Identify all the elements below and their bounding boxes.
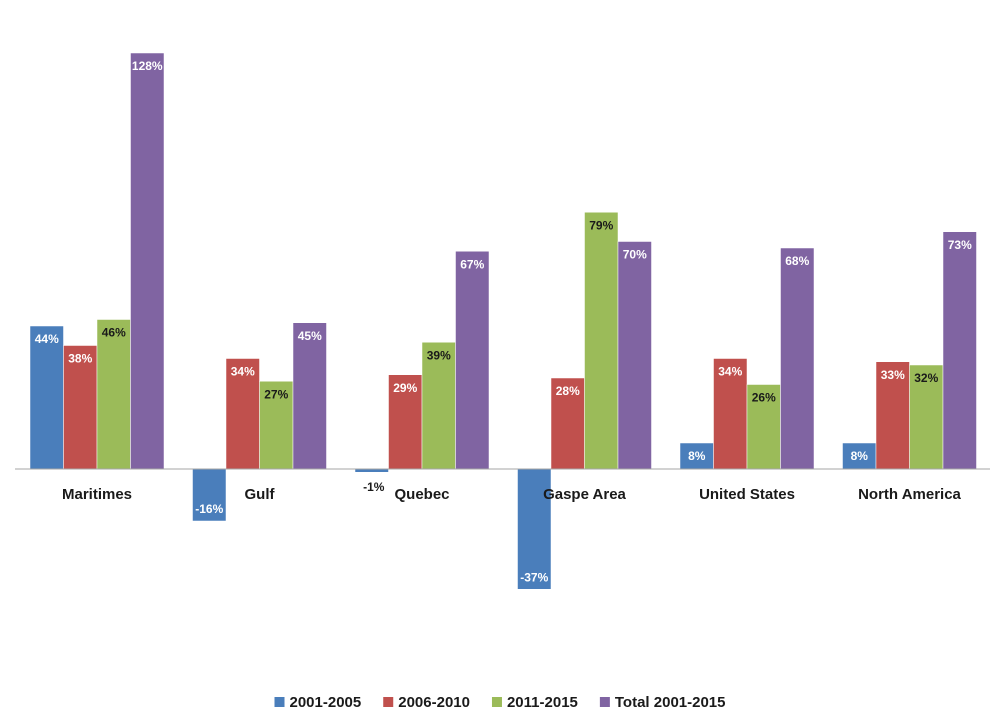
legend-label-1: 2001-2005 [290,694,362,711]
bar-gulf-4 [292,322,327,470]
category-label-gaspe-area: Gaspe Area [543,486,626,503]
data-label-gaspe-area-2: 28% [556,384,580,398]
data-label-gulf-3: 27% [264,387,288,401]
data-label-quebec-1: -1% [363,480,385,494]
legend-swatch-1 [274,697,285,707]
bar-maritimes-3 [96,319,131,470]
bar-gaspe-area-3 [584,212,619,470]
bar-maritimes-1 [29,325,64,470]
data-label-gulf-4: 45% [298,329,322,343]
legend-label-2: 2006-2010 [398,694,470,711]
bar-gulf-3 [259,381,294,470]
category-label-gulf: Gulf [245,486,276,503]
category-label-quebec: Quebec [394,486,449,503]
legend-label-4: Total 2001-2015 [615,694,726,711]
data-label-quebec-2: 29% [393,381,417,395]
legend: 2001-2005 2006-2010 2011-2015 Total 2001-20… [274,694,726,711]
bar-united-states-1 [679,442,714,470]
data-label-north-america-2: 33% [881,368,905,382]
legend-label-3: 2011-2015 [507,694,578,711]
category-label-united-states: United States [699,486,795,503]
bar-north-america-2 [875,361,910,470]
legend-swatch-3 [491,697,502,707]
data-label-united-states-1: 8% [688,449,706,463]
bar-north-america-4 [942,231,977,470]
legend-swatch-4 [599,697,610,707]
bar-gaspe-area-4 [617,241,652,470]
bar-gaspe-area-2 [550,377,585,470]
data-label-quebec-4: 67% [460,257,484,271]
bar-maritimes-4 [130,52,165,470]
bar-united-states-3 [746,384,781,470]
data-label-maritimes-1: 44% [35,332,59,346]
bars-layer: 44% 38% 46% 128% -16% 34% 27% 45% -1% 29% 39% 67% -3… [29,52,977,590]
bar-united-states-4 [780,247,815,470]
legend-swatch-2 [383,697,394,707]
data-label-gaspe-area-1: -37% [520,570,548,584]
data-label-north-america-4: 73% [948,238,972,252]
data-label-gaspe-area-4: 70% [623,248,647,262]
bar-north-america-1 [842,442,877,470]
data-label-gulf-2: 34% [231,365,255,379]
bar-gulf-2 [225,358,260,470]
bar-quebec-4 [455,251,490,470]
data-label-united-states-2: 34% [718,365,742,379]
data-label-gaspe-area-3: 79% [589,218,613,232]
data-label-quebec-3: 39% [427,348,451,362]
data-label-north-america-3: 32% [914,371,938,385]
category-labels: Maritimes Gulf Quebec Gaspe Area United Stat… [62,486,962,503]
bar-gulf-1 [192,468,227,522]
bar-gaspe-area-1 [517,468,552,590]
bar-quebec-3 [421,342,456,470]
category-label-north-america: North America [858,486,961,503]
bar-north-america-3 [909,364,944,470]
data-label-maritimes-2: 38% [68,352,92,366]
data-label-united-states-3: 26% [752,391,776,405]
data-label-united-states-4: 68% [785,254,809,268]
data-label-maritimes-3: 46% [102,326,126,340]
category-label-maritimes: Maritimes [62,486,132,503]
data-label-maritimes-4: 128% [132,59,163,73]
bar-maritimes-2 [63,345,98,470]
bar-quebec-2 [388,374,423,470]
data-label-north-america-1: 8% [851,449,869,463]
data-label-gulf-1: -16% [195,502,223,516]
